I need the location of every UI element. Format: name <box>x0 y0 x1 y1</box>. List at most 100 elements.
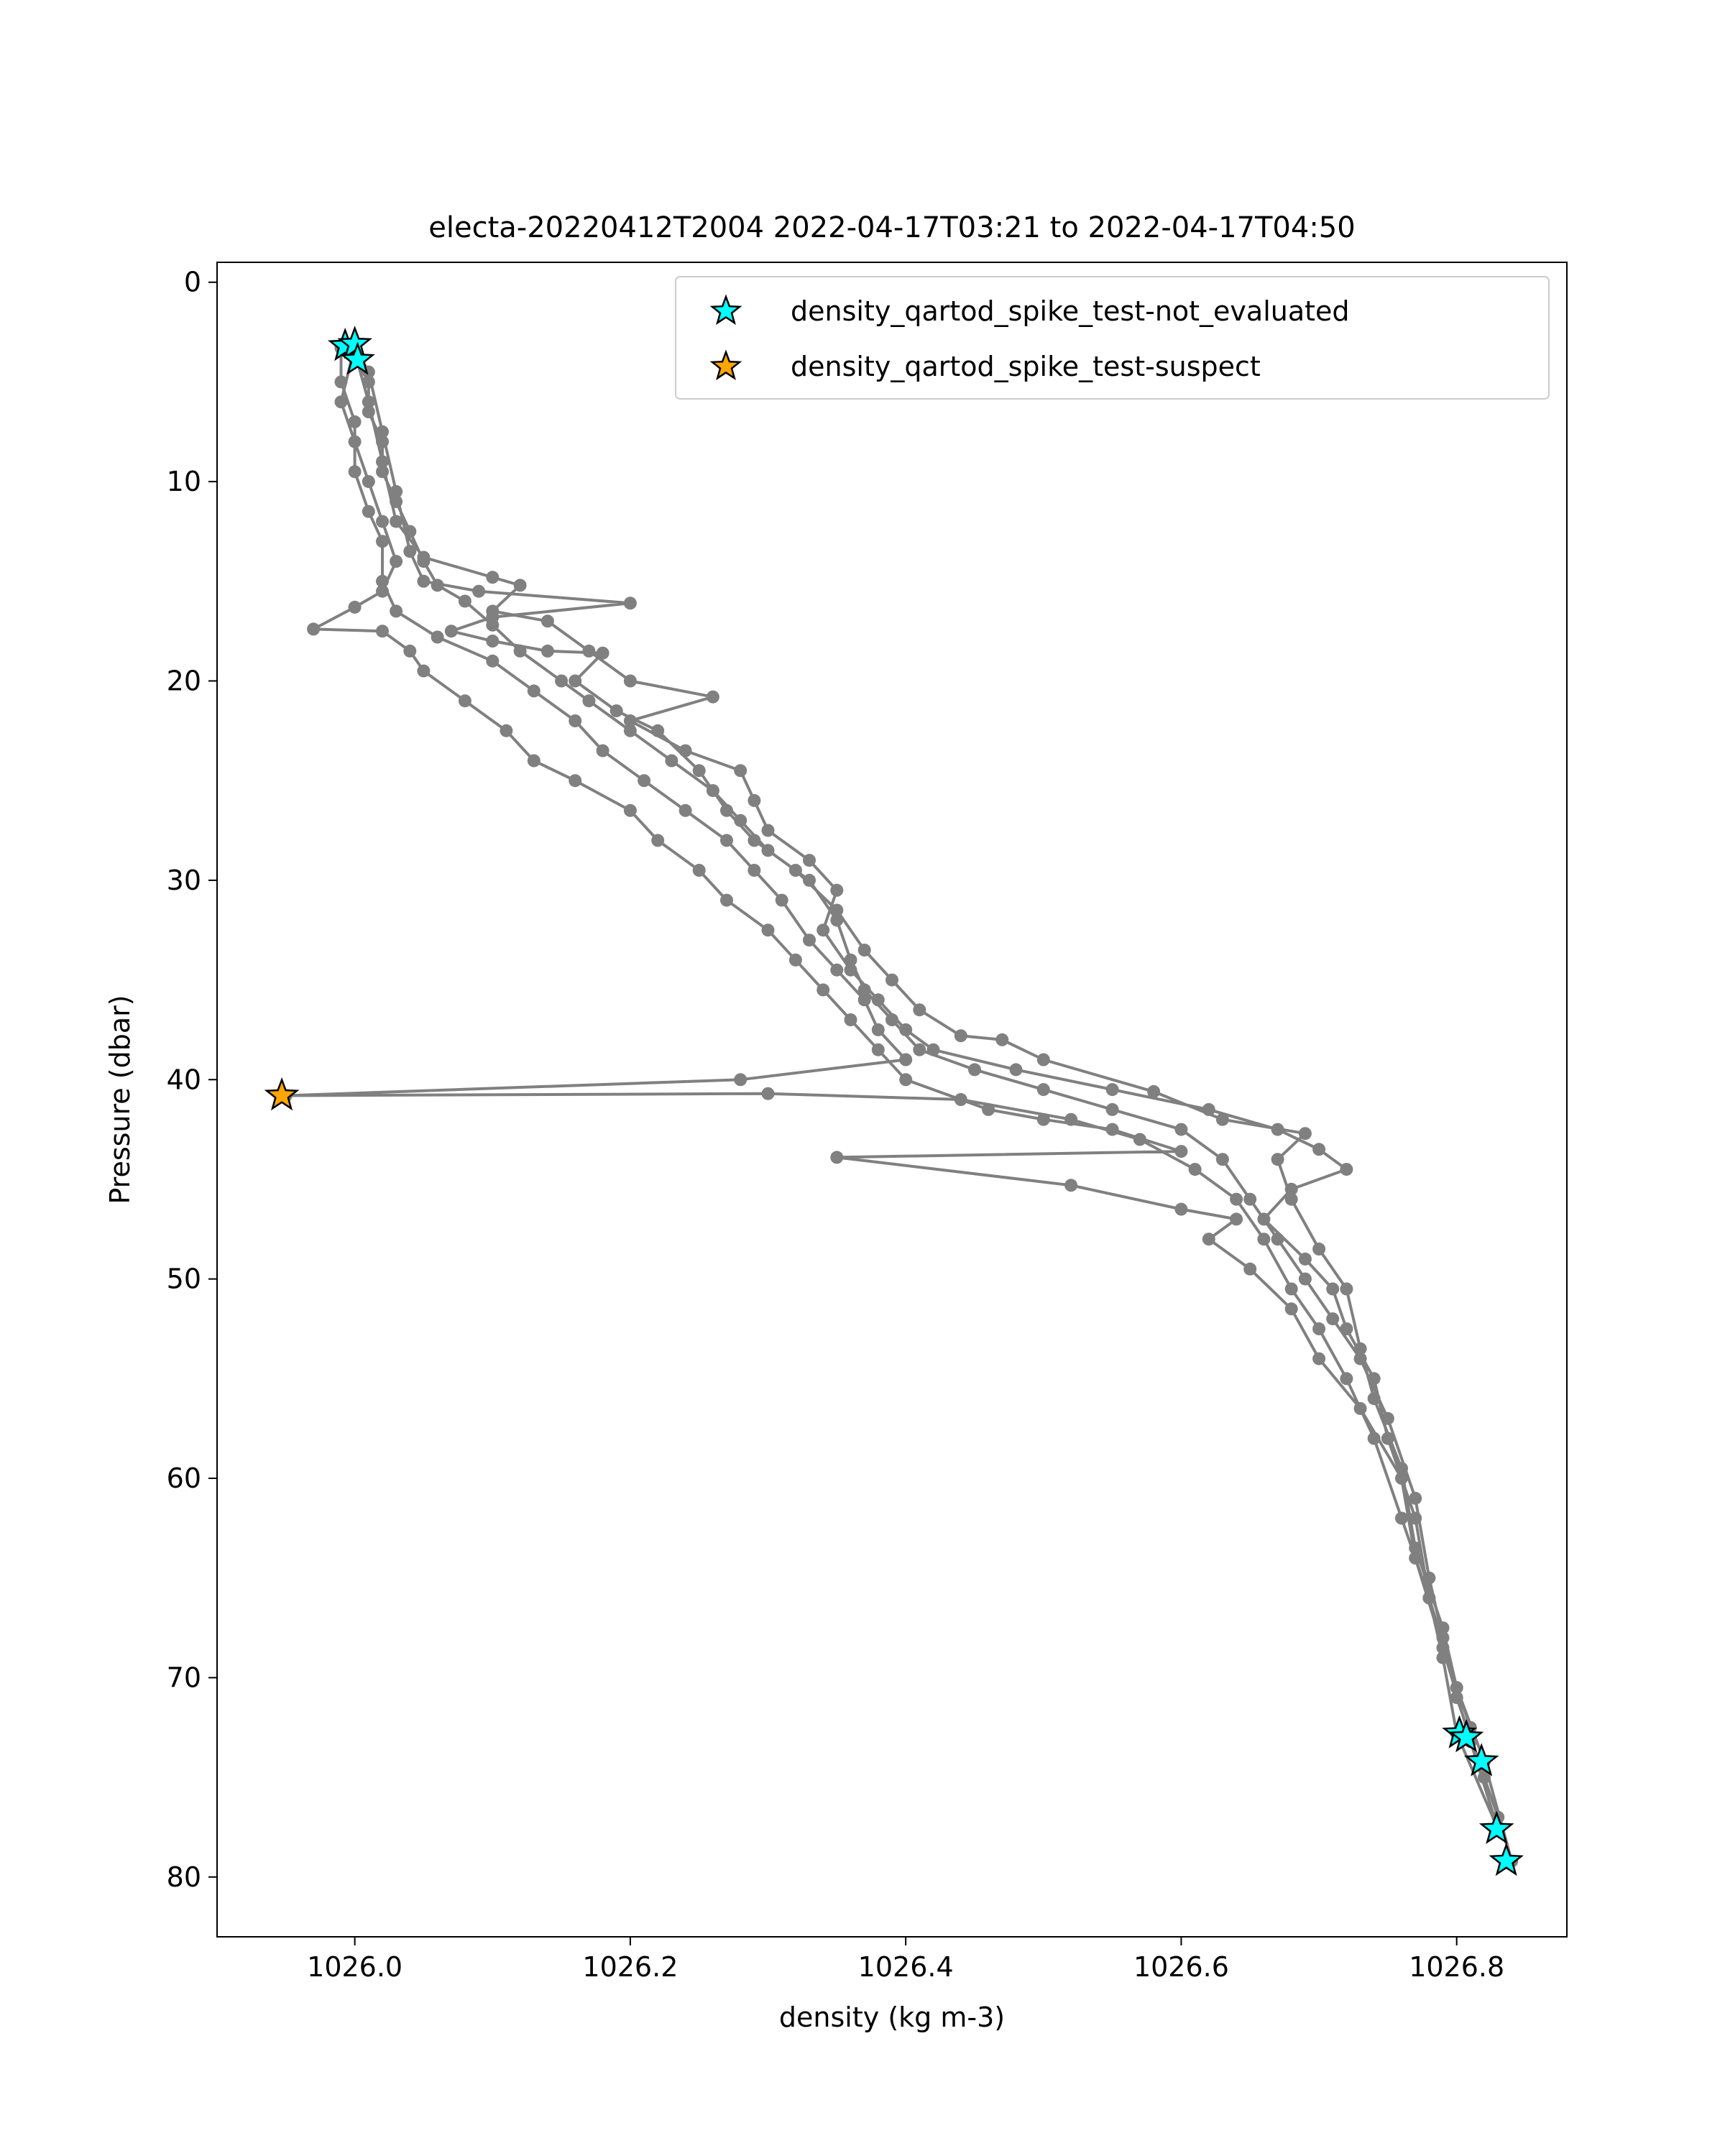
profile-point <box>734 1073 748 1087</box>
profile-point <box>706 690 719 704</box>
profile-point <box>513 579 527 592</box>
profile-point <box>376 515 389 528</box>
profile-point <box>610 704 623 718</box>
profile-point <box>803 934 816 947</box>
profile-point <box>1202 1102 1215 1116</box>
profile-point <box>1409 1552 1422 1565</box>
profile-point <box>720 803 733 817</box>
profile-point <box>444 625 458 638</box>
profile-point <box>1202 1233 1215 1246</box>
profile-point <box>390 515 403 528</box>
profile-point <box>1105 1102 1119 1116</box>
profile-point <box>913 1003 926 1017</box>
profile-point <box>830 963 844 977</box>
profile-point <box>458 594 472 608</box>
profile-point <box>1036 1083 1050 1097</box>
profile-point <box>417 550 431 564</box>
profile-point <box>1215 1153 1229 1166</box>
profile-point <box>1478 1771 1491 1784</box>
legend-marker-suspect <box>709 349 742 381</box>
profile-point <box>899 1023 913 1036</box>
profile-point <box>926 1043 940 1056</box>
profile-point <box>1422 1571 1436 1585</box>
profile-point <box>376 535 389 548</box>
profile-point <box>1243 1262 1257 1276</box>
profile-point <box>334 375 348 389</box>
profile-point <box>1298 1272 1312 1286</box>
profile-point <box>376 455 389 469</box>
profile-point <box>886 973 898 987</box>
profile-point <box>1340 1372 1353 1386</box>
profile-point <box>1312 1322 1326 1335</box>
profile-point <box>1174 1202 1188 1216</box>
profile-point <box>362 395 375 409</box>
flag-marker-not-evaluated <box>1463 1743 1499 1777</box>
marker-layer <box>264 326 1524 1876</box>
profile-point <box>623 596 637 610</box>
profile-point <box>1298 1127 1312 1141</box>
y-tick-label: 40 <box>167 1064 201 1095</box>
profile-point <box>913 1043 926 1056</box>
profile-point <box>1422 1591 1436 1605</box>
profile-point <box>1133 1133 1146 1146</box>
profile-point <box>803 854 816 867</box>
y-axis: 0 10 20 30 40 50 60 70 80 <box>167 267 217 1893</box>
profile-point <box>376 465 389 479</box>
profile-point <box>1174 1123 1188 1136</box>
profile-point <box>307 622 321 636</box>
profile-point <box>748 864 761 877</box>
profile-point <box>1009 1063 1023 1077</box>
profile-point <box>734 814 748 827</box>
profile-point <box>651 724 665 737</box>
profile-point <box>348 465 362 479</box>
flag-marker-suspect <box>264 1077 300 1111</box>
profile-point <box>982 1102 995 1116</box>
x-tick-label: 1026.8 <box>1409 1951 1504 1983</box>
x-tick-label: 1026.6 <box>1133 1951 1229 1983</box>
x-tick-label: 1026.4 <box>858 1951 954 1983</box>
profile-point <box>830 1151 844 1164</box>
profile-point <box>830 913 844 927</box>
profile-point <box>472 584 486 598</box>
profile-point <box>706 784 719 798</box>
profile-point <box>540 644 554 658</box>
profile-point <box>569 674 582 688</box>
profile-point <box>1326 1312 1340 1326</box>
profile-point <box>1243 1192 1257 1206</box>
y-tick-label: 30 <box>167 865 201 896</box>
profile-point <box>1257 1233 1271 1246</box>
profile-point <box>761 844 775 857</box>
profile-point <box>1367 1372 1381 1386</box>
profile-point <box>555 674 569 688</box>
profile-point <box>857 983 871 997</box>
profile-point <box>1381 1411 1394 1425</box>
profile-point <box>376 584 389 598</box>
profile-point <box>734 764 748 778</box>
profile-point <box>1312 1143 1326 1156</box>
profile-point <box>761 1087 775 1100</box>
profile-point <box>1271 1123 1284 1136</box>
profile-point <box>1436 1651 1450 1664</box>
profile-point <box>1326 1282 1340 1296</box>
profile-point <box>638 774 651 788</box>
profile-point <box>1353 1352 1367 1365</box>
legend-label-suspect: density_qartod_spike_test-suspect <box>791 351 1261 382</box>
profile-point <box>362 405 375 418</box>
chart-title: electa-20220412T2004 2022-04-17T03:21 to… <box>428 211 1355 244</box>
profile-point <box>1340 1322 1353 1335</box>
y-tick-label: 0 <box>184 267 201 298</box>
profile-point <box>678 744 692 757</box>
profile-point <box>527 754 540 768</box>
profile-point <box>1367 1392 1381 1406</box>
profile-point <box>1340 1163 1353 1176</box>
profile-point <box>1036 1053 1050 1067</box>
x-axis-label: density (kg m-3) <box>779 2001 1005 2033</box>
profile-point <box>1367 1432 1381 1445</box>
flag-marker-not-evaluated <box>1478 1810 1514 1844</box>
profile-point <box>623 724 637 737</box>
flag-marker-not-evaluated <box>1489 1843 1524 1876</box>
profile-point <box>1064 1179 1078 1192</box>
profile-point <box>651 834 665 847</box>
profile-point <box>376 435 389 448</box>
profile-point <box>1284 1182 1298 1196</box>
